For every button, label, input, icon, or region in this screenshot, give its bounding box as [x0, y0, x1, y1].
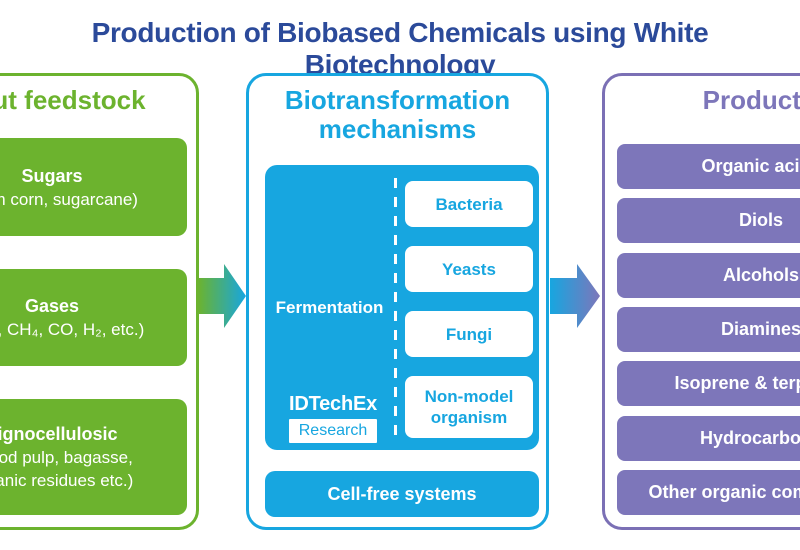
feedstock-item-sugars: Sugars (from corn, sugarcane) [0, 138, 187, 236]
organism-box-non-model-organism: Non-model organism [405, 376, 533, 438]
organism-label: Yeasts [442, 259, 496, 279]
product-box-diamines: Diamines [617, 307, 800, 352]
feedstock-item-heading: Gases [24, 296, 80, 316]
cell-free-systems-box: Cell-free systems [265, 471, 539, 517]
products-panel-title: Products [702, 85, 800, 115]
idtechex-logo-name: IDTechEx [289, 393, 378, 415]
organism-box-yeasts: Yeasts [405, 246, 533, 292]
feedstock-panel: Input feedstock Sugars (from corn, sugar… [0, 73, 199, 530]
product-label: Diols [738, 210, 783, 230]
feedstock-item-detail: (from corn, sugarcane) [0, 189, 138, 209]
product-label: Hydrocarbons [699, 428, 800, 448]
diagram-title: Production of Biobased Chemicals using W… [91, 17, 709, 80]
product-box-isoprene-terpenes: Isoprene & terpenes [617, 361, 800, 406]
feedstock-item-heading: Sugars [21, 165, 83, 186]
feedstock-item-heading: Lignocellulosic [0, 424, 118, 444]
organism-label: Bacteria [435, 194, 503, 214]
feedstock-item-detail: (wood pulp, bagasse, organic residues et… [0, 448, 134, 490]
product-label: Other organic compounds [648, 482, 800, 502]
idtechex-research-logo: IDTechEx Research [289, 393, 379, 443]
dashed-divider [394, 178, 397, 436]
organism-label: Fungi [445, 324, 493, 344]
feedstock-panel-title: Input feedstock [0, 85, 146, 115]
fermentation-label-zone: Fermentation [265, 165, 394, 450]
organism-box-bacteria: Bacteria [405, 181, 533, 227]
organism-label: Non-model organism [424, 387, 514, 427]
product-box-organic-acids: Organic acids [617, 144, 800, 189]
products-panel: Products Organic acids Diols Alcohols Di… [602, 73, 800, 530]
idtechex-logo-research-badge: Research [289, 419, 377, 443]
arrow-biotransformation-to-products-icon [550, 264, 600, 328]
arrow-feedstock-to-biotransformation-icon [198, 264, 246, 328]
feedstock-item-detail: (CO₂, CH₄, CO, H₂, etc.) [0, 320, 145, 339]
product-box-alcohols: Alcohols [617, 253, 800, 298]
fermentation-box: Fermentation Bacteria Yeasts Fungi Non-m… [265, 165, 539, 450]
feedstock-item-gases: Gases (CO₂, CH₄, CO, H₂, etc.) [0, 269, 187, 366]
biotransformation-panel-title: Biotransformation mechanisms [284, 85, 511, 144]
product-box-diols: Diols [617, 198, 800, 243]
product-box-hydrocarbons: Hydrocarbons [617, 416, 800, 461]
product-box-other-organic-compounds: Other organic compounds [617, 470, 800, 515]
product-label: Isoprene & terpenes [674, 373, 800, 393]
product-label: Diamines [720, 319, 800, 339]
product-label: Organic acids [701, 156, 800, 176]
organism-box-fungi: Fungi [405, 311, 533, 357]
cell-free-systems-label: Cell-free systems [327, 483, 477, 504]
biotransformation-panel: Biotransformation mechanisms Fermentatio… [246, 73, 549, 530]
fermentation-label: Fermentation [275, 297, 384, 317]
feedstock-item-lignocellulosic: Lignocellulosic (wood pulp, bagasse, org… [0, 399, 187, 515]
product-label: Alcohols [722, 265, 799, 285]
